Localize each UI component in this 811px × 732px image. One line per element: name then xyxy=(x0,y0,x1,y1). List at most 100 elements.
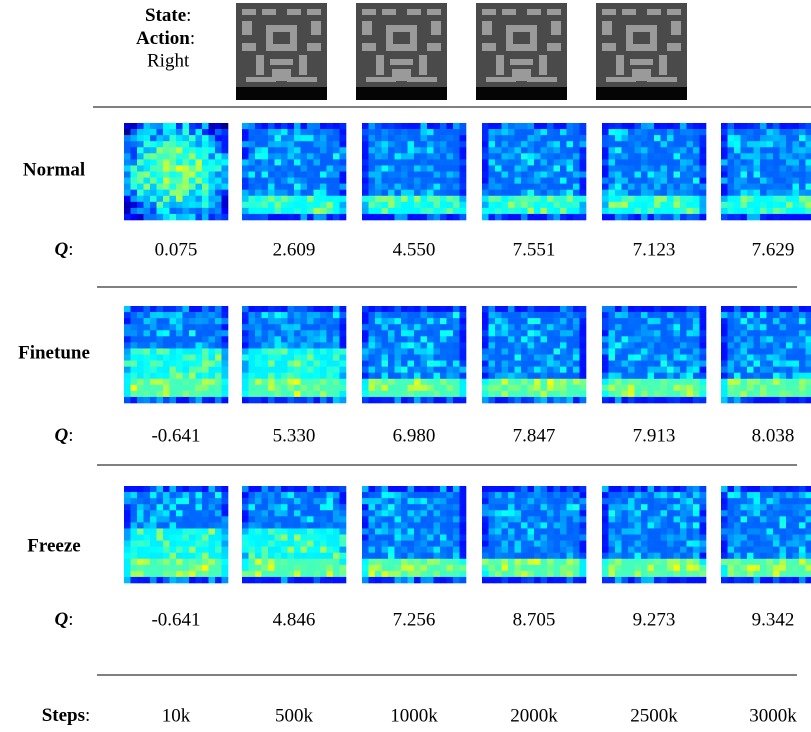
heat-cell xyxy=(369,547,376,553)
heat-cell xyxy=(294,190,301,196)
heat-cell xyxy=(602,190,609,196)
heat-cell xyxy=(137,498,144,504)
heat-cell xyxy=(202,208,209,214)
heat-cell xyxy=(648,190,655,196)
heat-cell xyxy=(196,336,203,342)
heat-cell xyxy=(453,214,460,220)
heat-cell xyxy=(734,535,741,541)
heat-cell xyxy=(502,553,509,559)
heat-cell xyxy=(687,397,694,403)
heat-cell xyxy=(541,336,548,342)
heat-cell xyxy=(560,553,567,559)
heat-cell xyxy=(395,498,402,504)
heat-cell xyxy=(680,355,687,361)
heat-cell xyxy=(262,330,269,336)
heat-cell xyxy=(340,336,347,342)
heat-cell xyxy=(721,486,728,492)
heat-cell xyxy=(447,330,454,336)
heat-cell xyxy=(375,379,382,385)
heat-cell xyxy=(793,559,800,565)
heat-cell xyxy=(806,504,811,510)
heat-cell xyxy=(222,348,229,354)
heat-cell xyxy=(215,178,222,184)
heat-cell xyxy=(508,306,515,312)
heat-cell xyxy=(262,492,269,498)
heat-cell xyxy=(196,208,203,214)
heat-cell xyxy=(249,123,256,129)
heat-cell xyxy=(301,516,308,522)
heat-cell xyxy=(268,135,275,141)
heat-cell xyxy=(340,577,347,583)
heat-cell xyxy=(687,498,694,504)
heat-cell xyxy=(327,559,334,565)
heat-cell xyxy=(482,165,489,171)
heat-cell xyxy=(793,541,800,547)
heat-cell xyxy=(150,379,157,385)
heat-cell xyxy=(567,379,574,385)
heat-cell xyxy=(307,391,314,397)
heat-cell xyxy=(453,535,460,541)
heat-cell xyxy=(388,385,395,391)
heat-cell xyxy=(460,312,467,318)
heat-cell xyxy=(453,196,460,202)
heat-cell xyxy=(307,547,314,553)
heat-cell xyxy=(150,510,157,516)
heat-cell xyxy=(281,397,288,403)
heat-cell xyxy=(799,196,806,202)
heat-cell xyxy=(320,535,327,541)
heat-cell xyxy=(721,123,728,129)
heat-cell xyxy=(288,129,295,135)
heat-cell xyxy=(314,129,321,135)
heat-cell xyxy=(163,498,170,504)
heat-cell xyxy=(780,355,787,361)
heat-cell xyxy=(460,165,467,171)
heat-cell xyxy=(515,577,522,583)
heat-cell xyxy=(176,535,183,541)
heat-cell xyxy=(747,165,754,171)
heat-cell xyxy=(674,141,681,147)
heat-cell xyxy=(294,178,301,184)
heat-cell xyxy=(453,330,460,336)
heat-cell xyxy=(421,129,428,135)
heat-cell xyxy=(654,172,661,178)
heat-cell xyxy=(502,492,509,498)
heat-cell xyxy=(502,202,509,208)
heat-cell xyxy=(196,324,203,330)
heat-cell xyxy=(728,571,735,577)
heat-cell xyxy=(157,129,164,135)
heat-cell xyxy=(124,214,131,220)
heat-cell xyxy=(414,397,421,403)
heat-cell xyxy=(307,190,314,196)
heat-cell xyxy=(327,541,334,547)
heat-cell xyxy=(421,571,428,577)
heat-cell xyxy=(294,153,301,159)
heat-cell xyxy=(793,141,800,147)
heat-cell xyxy=(222,385,229,391)
heat-cell xyxy=(667,153,674,159)
heat-cell xyxy=(622,373,629,379)
heat-cell xyxy=(382,172,389,178)
heat-cell xyxy=(580,385,587,391)
heat-cell xyxy=(747,348,754,354)
heat-cell xyxy=(754,373,761,379)
heat-cell xyxy=(183,159,190,165)
heat-cell xyxy=(288,147,295,153)
heat-cell xyxy=(340,196,347,202)
heat-cell xyxy=(700,367,707,373)
heat-cell xyxy=(242,178,249,184)
heat-cell xyxy=(434,571,441,577)
heat-cell xyxy=(495,498,502,504)
heat-cell xyxy=(453,516,460,522)
heat-cell xyxy=(728,141,735,147)
heat-cell xyxy=(362,373,369,379)
heat-cell xyxy=(388,391,395,397)
heat-cell xyxy=(281,135,288,141)
heat-cell xyxy=(150,324,157,330)
heat-cell xyxy=(541,141,548,147)
heat-cell xyxy=(786,571,793,577)
heat-cell xyxy=(628,522,635,528)
heat-cell xyxy=(301,535,308,541)
heat-cell xyxy=(262,178,269,184)
heat-cell xyxy=(453,379,460,385)
heat-cell xyxy=(327,172,334,178)
